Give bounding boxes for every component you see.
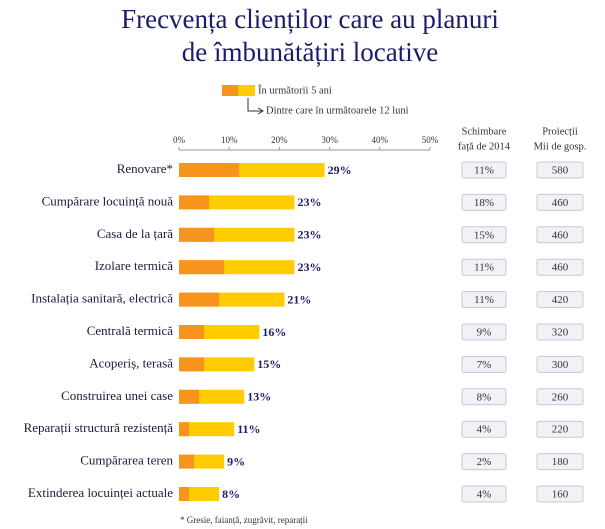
table-cell (536, 485, 584, 503)
category-label: Centrală termică (87, 323, 173, 338)
category-label: Extinderea locuinței actuale (28, 485, 173, 500)
cell-value: 580 (552, 165, 569, 177)
value-label: 21% (287, 292, 311, 306)
cell-value: 460 (552, 262, 569, 274)
cell-value: 260 (552, 391, 569, 403)
table-cell (536, 226, 584, 244)
bar (179, 389, 200, 404)
bar (179, 357, 205, 372)
cell-value: 320 (552, 327, 569, 339)
category-label: Renovare* (117, 161, 173, 176)
category-label: Reparații structură rezistență (24, 420, 174, 435)
bar (179, 454, 195, 469)
legend-label: Dintre care în următoarele 12 luni (266, 105, 409, 116)
value-label: 16% (262, 325, 286, 339)
bar (179, 227, 215, 242)
category-label: Acoperiș, terasă (89, 355, 173, 370)
cell-value: 8% (477, 391, 492, 403)
legend-swatch (222, 85, 238, 96)
legend-swatch (238, 85, 255, 96)
footnote: * Gresie, faianță, zugrăvit, reparații (180, 515, 308, 525)
value-label: 8% (222, 487, 240, 501)
cell-value: 220 (552, 424, 569, 436)
cell-value: 11% (474, 262, 494, 274)
cell-value: 15% (474, 229, 494, 241)
bar (179, 422, 190, 437)
table-cell (536, 193, 584, 211)
table-cell (536, 258, 584, 276)
value-label: 13% (247, 390, 271, 404)
column-header: față de 2014 (458, 141, 511, 152)
cell-value: 4% (477, 489, 492, 501)
value-label: 23% (297, 195, 321, 209)
x-tick-label: 50% (422, 135, 439, 145)
category-label: Construirea unei case (61, 388, 173, 403)
x-tick-label: 20% (271, 135, 288, 145)
table-cell (461, 323, 507, 341)
legend-label: În următorii 5 ani (258, 84, 332, 96)
bar (179, 260, 225, 275)
x-tick-label: 10% (221, 135, 238, 145)
category-label: Izolare termică (95, 258, 174, 273)
cell-value: 11% (474, 165, 494, 177)
legend-arrow-head (257, 107, 264, 115)
chart-title: de îmbunătățiri locative (182, 37, 438, 67)
table-cell (461, 453, 507, 471)
value-label: 9% (227, 454, 245, 468)
table-cell (461, 388, 507, 406)
bar (179, 487, 190, 501)
cell-value: 160 (552, 489, 569, 501)
bar (179, 163, 240, 177)
column-header: Schimbare (462, 126, 507, 137)
table-cell (536, 420, 584, 438)
chart-title: Frecvența clienților care au planuri (121, 4, 499, 34)
bar (179, 292, 220, 307)
bar (179, 487, 220, 501)
column-header: Proiecții (542, 126, 578, 137)
cell-value: 300 (552, 359, 569, 371)
category-label: Instalația sanitară, electrică (31, 291, 173, 306)
cell-value: 460 (552, 229, 569, 241)
cell-value: 180 (552, 456, 569, 468)
value-label: 23% (297, 260, 321, 274)
table-cell (536, 453, 584, 471)
category-label: Casa de la țară (97, 226, 173, 241)
value-label: 23% (297, 228, 321, 242)
bar (179, 325, 205, 339)
x-tick-label: 0% (173, 135, 186, 145)
table-cell (461, 355, 507, 373)
x-tick-label: 30% (321, 135, 338, 145)
cell-value: 460 (552, 197, 569, 209)
table-cell (461, 193, 507, 211)
cell-value: 7% (477, 359, 492, 371)
table-cell (461, 161, 507, 179)
cell-value: 11% (474, 294, 494, 306)
cell-value: 4% (477, 424, 492, 436)
column-header: Mii de gosp. (534, 141, 587, 152)
table-cell (536, 355, 584, 373)
legend-arrow (247, 98, 262, 112)
category-label: Cumpărare locuință nouă (42, 193, 174, 208)
value-label: 11% (237, 422, 260, 436)
table-cell (536, 161, 584, 179)
table-cell (461, 291, 507, 309)
category-label: Cumpărarea teren (80, 453, 173, 468)
x-tick-label: 40% (372, 135, 389, 145)
bar (179, 422, 235, 437)
table-cell (536, 323, 584, 341)
value-label: 29% (328, 163, 352, 177)
table-cell (461, 420, 507, 438)
cell-value: 420 (552, 294, 569, 306)
table-cell (461, 226, 507, 244)
table-cell (536, 388, 584, 406)
table-cell (536, 291, 584, 309)
bar (179, 195, 210, 210)
cell-value: 9% (477, 327, 492, 339)
table-cell (461, 485, 507, 503)
cell-value: 18% (474, 197, 494, 209)
cell-value: 2% (477, 456, 492, 468)
table-cell (461, 258, 507, 276)
value-label: 15% (257, 357, 281, 371)
